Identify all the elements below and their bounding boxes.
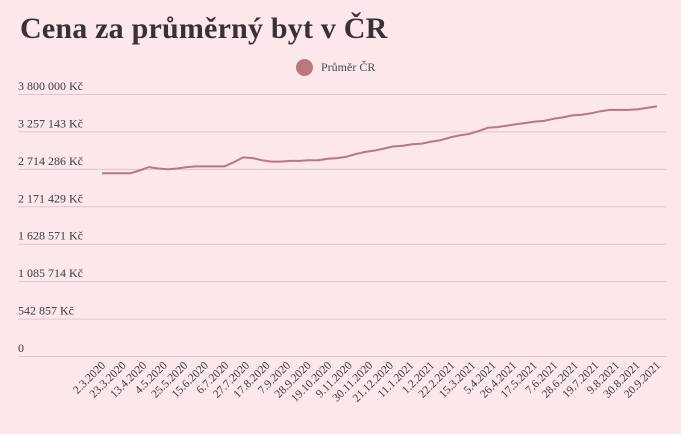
y-tick-label: 1 085 714 Kč: [18, 266, 83, 280]
legend-label: Průměr ČR: [321, 60, 376, 74]
y-tick-label: 542 857 Kč: [18, 304, 74, 318]
y-tick-label: 3 800 000 Kč: [18, 79, 83, 93]
legend-swatch-icon: [296, 59, 313, 76]
y-tick-label: 3 257 143 Kč: [18, 116, 83, 130]
y-tick-label: 2 171 429 Kč: [18, 191, 83, 205]
x-axis-labels: 2.3.202023.3.202013.4.20204.5.202025.5.2…: [71, 359, 663, 404]
grid-layer: [18, 94, 666, 357]
y-tick-label: 2 714 286 Kč: [18, 154, 83, 168]
chart-title: Cena za průměrný byt v ČR: [20, 12, 388, 45]
series-layer: [102, 105, 658, 175]
y-axis-labels: 0 542 857 Kč 1 085 714 Kč 1 628 571 Kč 2 171…: [18, 79, 83, 355]
y-tick-label: 0: [18, 341, 24, 355]
legend: Průměr ČR: [296, 59, 375, 76]
y-tick-label: 1 628 571 Kč: [18, 229, 83, 243]
series-line-prumer-cr: [102, 105, 658, 175]
